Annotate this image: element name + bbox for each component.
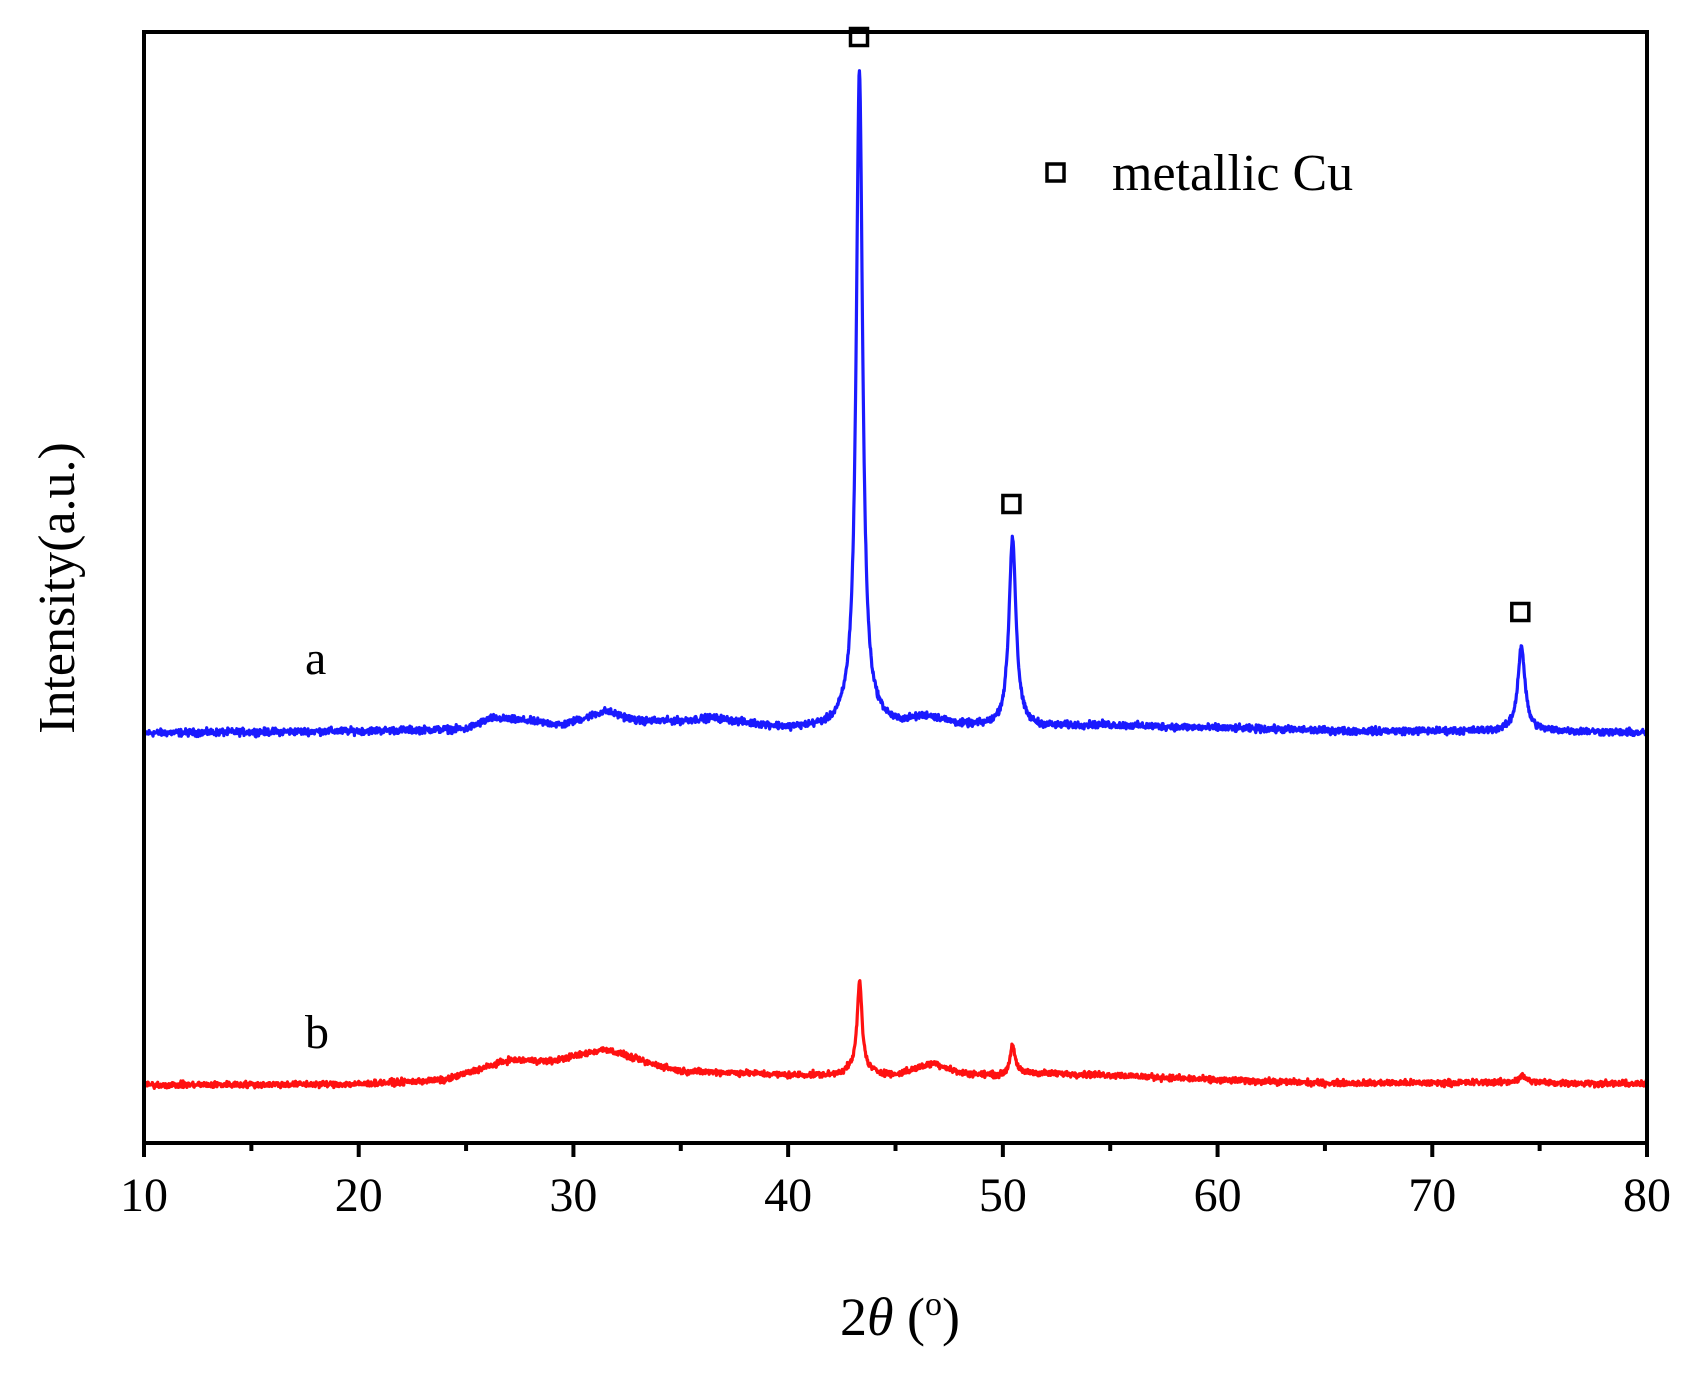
x-axis-label-unit-open: ( <box>894 1287 925 1347</box>
legend-marker-icon <box>1045 162 1066 183</box>
peak-marker-1 <box>848 26 870 48</box>
x-tick-label-80: 80 <box>1623 1169 1671 1222</box>
x-axis-label-degree: o <box>925 1286 942 1323</box>
peak-marker-layer <box>848 26 1531 623</box>
series-label-a: a <box>305 632 326 685</box>
x-axis-label-unit-close: ) <box>942 1287 960 1347</box>
x-tick-label-20: 20 <box>335 1169 383 1222</box>
series-a-line <box>142 69 1649 739</box>
peak-marker-3 <box>1510 601 1531 623</box>
x-axis: 10 20 30 40 50 60 70 80 <box>120 1143 1671 1222</box>
x-tick-label-50: 50 <box>979 1169 1027 1222</box>
peak-marker-2 <box>1001 493 1022 515</box>
x-tick-label-40: 40 <box>764 1169 812 1222</box>
x-axis-label: 2θ (o) <box>840 1286 960 1347</box>
x-tick-label-70: 70 <box>1408 1169 1456 1222</box>
x-tick-label-30: 30 <box>549 1169 597 1222</box>
legend-label: metallic Cu <box>1112 145 1353 202</box>
y-axis-label: Intensity(a.u.) <box>29 442 86 734</box>
x-tick-label-60: 60 <box>1194 1169 1242 1222</box>
x-tick-label-10: 10 <box>120 1169 168 1222</box>
x-axis-label-prefix: 2 <box>840 1287 867 1347</box>
series-b-line <box>142 979 1649 1090</box>
series-layer <box>142 69 1649 1090</box>
series-label-b: b <box>305 1006 329 1059</box>
x-axis-label-symbol: θ <box>867 1287 894 1347</box>
legend: metallic Cu <box>1045 145 1353 202</box>
